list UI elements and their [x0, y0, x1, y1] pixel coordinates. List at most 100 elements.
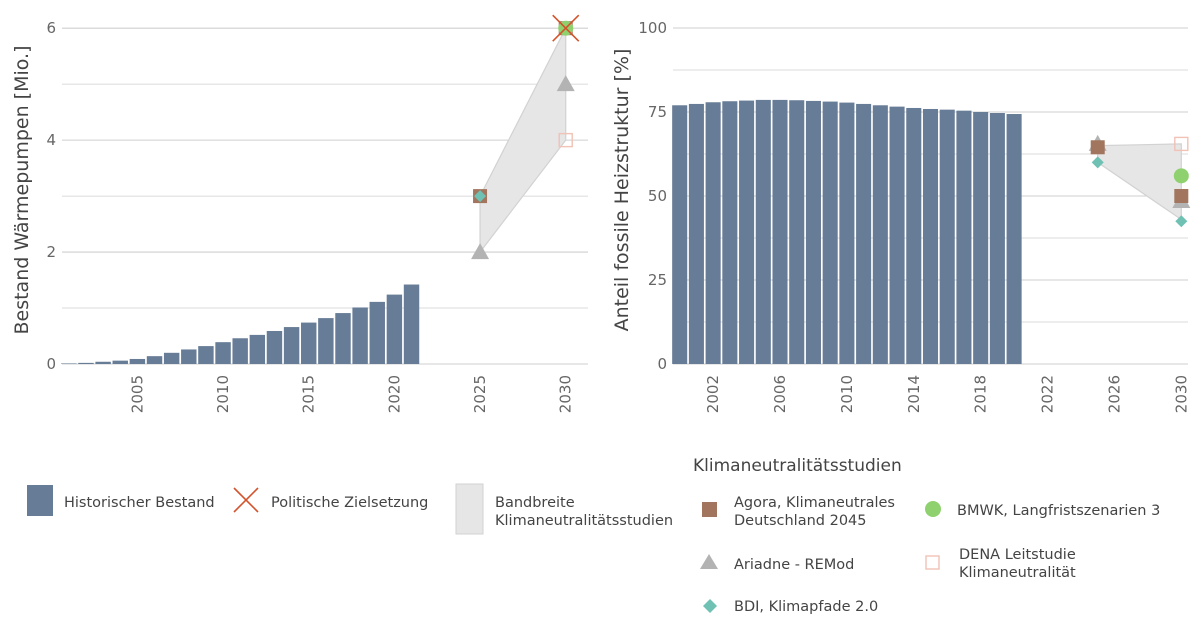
left-bar: [301, 322, 317, 364]
right-marker-agora: [1090, 140, 1105, 155]
right-x-tick-label: 2010: [838, 375, 856, 413]
legend-ariadne-label: Ariadne - REMod: [734, 557, 854, 573]
right-marker-bdi: [1091, 156, 1104, 169]
left-bar: [198, 346, 214, 364]
right-bar: [789, 100, 805, 365]
right-x-tick-label: 2006: [771, 375, 789, 413]
legend-agora-square-icon: [702, 502, 717, 517]
legend-dena-label-line2: Klimaneutralität: [959, 565, 1076, 581]
right-bar: [705, 102, 721, 365]
right-bar: [872, 105, 888, 364]
right-y-axis-title: Anteil fossile Heizstruktur [%]: [611, 49, 633, 332]
right-y-tick-label: 100: [638, 19, 667, 37]
legend-agora-label-line1: Agora, Klimaneutrales: [734, 495, 895, 511]
left-bar: [112, 360, 128, 364]
left-y-tick-label: 0: [46, 355, 56, 373]
left-x-tick-label: 2015: [300, 375, 318, 413]
right-bar: [1006, 114, 1022, 365]
left-bar: [232, 338, 248, 364]
right-bar: [939, 109, 955, 364]
left-x-tick-labels: 2005 2010 2015 2020 2025 2030: [128, 375, 574, 413]
right-bar: [989, 113, 1005, 365]
legend-target-label: Politische Zielsetzung: [271, 495, 428, 511]
legend-target-cross-icon: [233, 487, 259, 513]
left-marker-ariadne: [556, 75, 575, 92]
left-y-tick-label: 4: [46, 131, 56, 149]
right-bar: [856, 103, 872, 364]
left-bars: [61, 284, 420, 364]
left-bar: [78, 362, 94, 364]
left-x-tick-label: 2025: [471, 375, 489, 413]
legend-bdi-label: BDI, Klimapfade 2.0: [734, 599, 878, 615]
left-bar: [129, 358, 146, 364]
right-marker-bmwk: [1173, 168, 1189, 184]
right-bar: [772, 99, 788, 365]
right-bar: [739, 100, 755, 365]
right-marker-bdi: [1175, 215, 1188, 228]
left-bar: [266, 330, 283, 364]
right-bar: [906, 107, 922, 364]
legend-bdi-diamond-icon: [703, 599, 717, 613]
legend-bmwk-label: BMWK, Langfristszenarien 3: [957, 503, 1160, 519]
right-bar: [973, 112, 989, 364]
left-bar: [318, 318, 334, 364]
chart-left: 0 2 4 6 2005 2010 2015 2020 2025 2030 Bestand Wä…: [11, 14, 588, 413]
legend-band-label-line1: Bandbreite: [495, 495, 575, 511]
left-y-axis-title: Bestand Wärmepumpen [Mio.]: [11, 45, 33, 334]
left-bar: [352, 307, 368, 364]
left-x-tick-label: 2005: [128, 375, 146, 413]
legend-general: Historischer Bestand Politische Zielsetz…: [27, 483, 673, 535]
right-y-tick-label: 75: [648, 103, 667, 121]
left-x-tick-label: 2030: [557, 375, 575, 413]
right-bar: [688, 103, 704, 364]
right-x-tick-label: 2018: [972, 375, 990, 413]
legend-historical-label: Historischer Bestand: [64, 495, 215, 511]
right-x-tick-label: 2030: [1172, 375, 1190, 413]
right-bar: [956, 110, 972, 364]
legend-studies-title: Klimaneutralitätsstudien: [693, 456, 902, 476]
left-marker-ariadne: [471, 243, 490, 260]
right-range-band: [1097, 143, 1182, 221]
right-x-tick-label: 2026: [1105, 375, 1123, 413]
right-x-tick-labels: 2002 2006 2010 2014 2018 2022 2026 2030: [704, 375, 1190, 413]
right-bars: [672, 99, 1022, 365]
left-marker-bdi: [474, 190, 487, 203]
right-y-tick-label: 50: [648, 187, 667, 205]
legend-dena-square-outline-icon: [925, 555, 940, 570]
right-y-tick-label: 25: [648, 271, 667, 289]
right-x-tick-label: 2022: [1039, 375, 1057, 413]
right-y-tick-label: 0: [657, 355, 667, 373]
right-bar: [672, 105, 688, 364]
left-marker-dena: [558, 132, 573, 148]
right-bar: [822, 101, 838, 365]
legend-ariadne-triangle-icon: [700, 554, 718, 569]
left-bar: [181, 349, 197, 364]
left-x-tick-label: 2010: [214, 375, 232, 413]
left-band-area: [479, 27, 567, 254]
left-bar: [146, 356, 163, 364]
legend-bmwk-circle-icon: [925, 501, 941, 517]
left-bar: [386, 294, 403, 364]
left-bar: [215, 342, 231, 364]
right-x-tick-label: 2014: [905, 375, 923, 413]
left-bar: [249, 334, 266, 364]
right-bar: [755, 99, 771, 365]
left-range-band: [479, 27, 567, 254]
right-marker-dena: [1174, 136, 1189, 152]
left-y-tick-labels: 0 2 4 6: [46, 19, 56, 373]
right-band-area: [1097, 143, 1182, 221]
legend-band-swatch: [455, 483, 484, 535]
left-bar: [403, 284, 420, 364]
left-y-tick-label: 6: [46, 19, 56, 37]
left-y-tick-label: 2: [46, 243, 56, 261]
legend-dena-label-line1: DENA Leitstudie: [959, 547, 1076, 563]
left-study-markers: [471, 14, 580, 260]
right-bar: [922, 108, 939, 364]
left-bar: [95, 361, 111, 364]
right-marker-agora: [1174, 189, 1189, 203]
right-bar: [805, 100, 821, 365]
left-bar: [163, 352, 180, 364]
legend-band-label-line2: Klimaneutralitätsstudien: [495, 513, 673, 529]
